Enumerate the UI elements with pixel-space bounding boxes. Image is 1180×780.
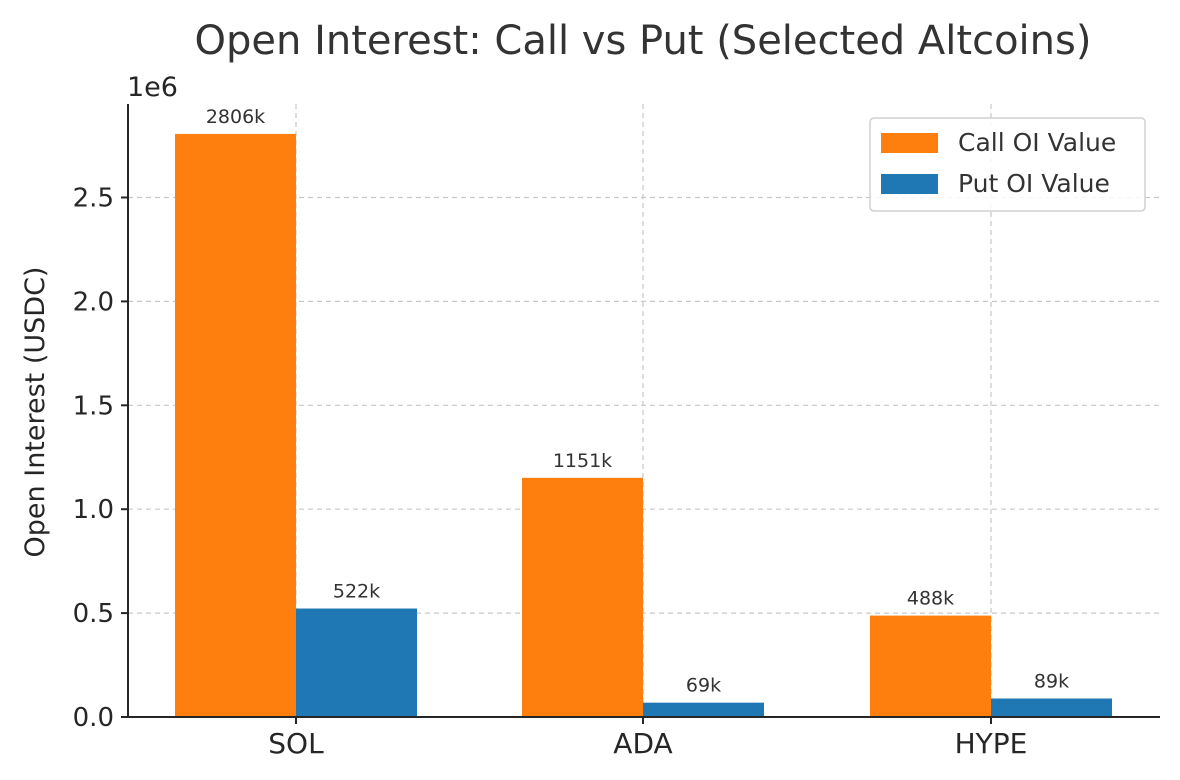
x-tick-label: HYPE [955, 727, 1028, 760]
y-tick-label: 1.5 [73, 391, 114, 421]
data-label: 2806k [206, 106, 265, 128]
y-tick-label: 0.5 [73, 599, 114, 629]
bars [175, 133, 1112, 717]
data-labels: 2806k 1151k 488k 522k 69k 89k [206, 106, 1069, 697]
y-tick-label: 0.0 [73, 703, 114, 733]
data-label: 69k [686, 675, 721, 697]
bar-put-ada [643, 702, 764, 717]
x-tick-label: ADA [613, 727, 672, 760]
legend-swatch-put [881, 174, 938, 194]
data-label: 522k [333, 581, 380, 603]
legend-swatch-call [881, 133, 938, 153]
y-axis-offset-label: 1e6 [127, 72, 178, 103]
legend-label-put: Put OI Value [958, 169, 1110, 198]
bar-call-hype [870, 615, 991, 717]
y-axis-label: Open Interest (USDC) [20, 267, 51, 558]
data-label: 488k [907, 588, 954, 610]
y-tick-label: 2.5 [73, 184, 114, 214]
data-label: 1151k [553, 450, 612, 472]
legend-frame [869, 117, 1146, 212]
bar-put-hype [991, 698, 1112, 717]
bar-call-sol [175, 133, 296, 717]
bar-put-sol [296, 608, 417, 717]
legend: Call OI Value Put OI Value [869, 117, 1146, 212]
x-tick-label: SOL [268, 727, 324, 760]
chart-title: Open Interest: Call vs Put (Selected Alt… [195, 18, 1092, 64]
y-tick-label: 2.0 [73, 287, 114, 317]
bar-call-ada [522, 477, 643, 717]
y-tick-label: 1.0 [73, 495, 114, 525]
ticks: 0.0 0.5 1.0 1.5 2.0 2.5 SOL ADA HYPE [73, 184, 1028, 760]
legend-label-call: Call OI Value [958, 128, 1116, 157]
data-label: 89k [1034, 671, 1069, 693]
